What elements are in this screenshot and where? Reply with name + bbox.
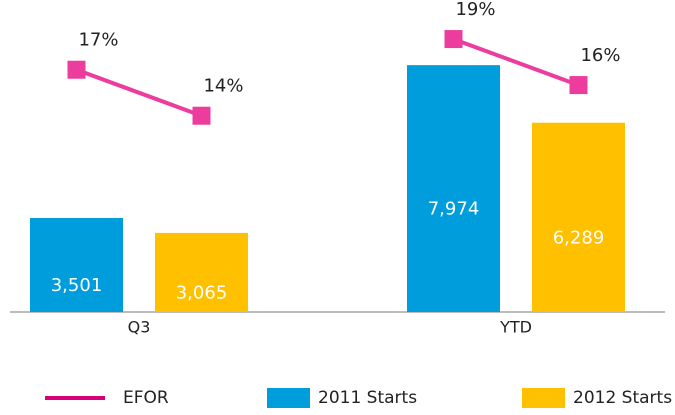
bar — [407, 65, 500, 312]
efor-value-label: 17% — [78, 30, 118, 51]
efor-marker — [569, 76, 588, 95]
legend-swatch — [522, 388, 565, 408]
efor-line — [75, 67, 203, 118]
efor-marker — [192, 106, 211, 125]
bar-value-label: 6,289 — [553, 227, 605, 248]
bar — [155, 232, 248, 312]
efor-marker — [444, 30, 463, 49]
efor-line — [452, 37, 580, 87]
bar-value-label: 3,501 — [51, 275, 103, 296]
efor-marker — [67, 60, 86, 79]
legend-label: 2011 Starts — [318, 388, 417, 408]
legend-swatch — [267, 388, 310, 408]
bar — [532, 122, 625, 312]
bar — [30, 217, 123, 312]
legend-label: 2012 Starts — [573, 388, 672, 408]
efor-value-label: 16% — [580, 45, 620, 66]
efor-value-label: 19% — [455, 0, 495, 20]
x-tick-label: YTD — [499, 318, 532, 337]
legend-label: EFOR — [123, 388, 169, 408]
bar-value-label: 3,065 — [176, 282, 228, 303]
efor-value-label: 14% — [203, 76, 243, 97]
x-tick-label: Q3 — [128, 318, 151, 337]
bar-value-label: 7,974 — [428, 199, 480, 220]
